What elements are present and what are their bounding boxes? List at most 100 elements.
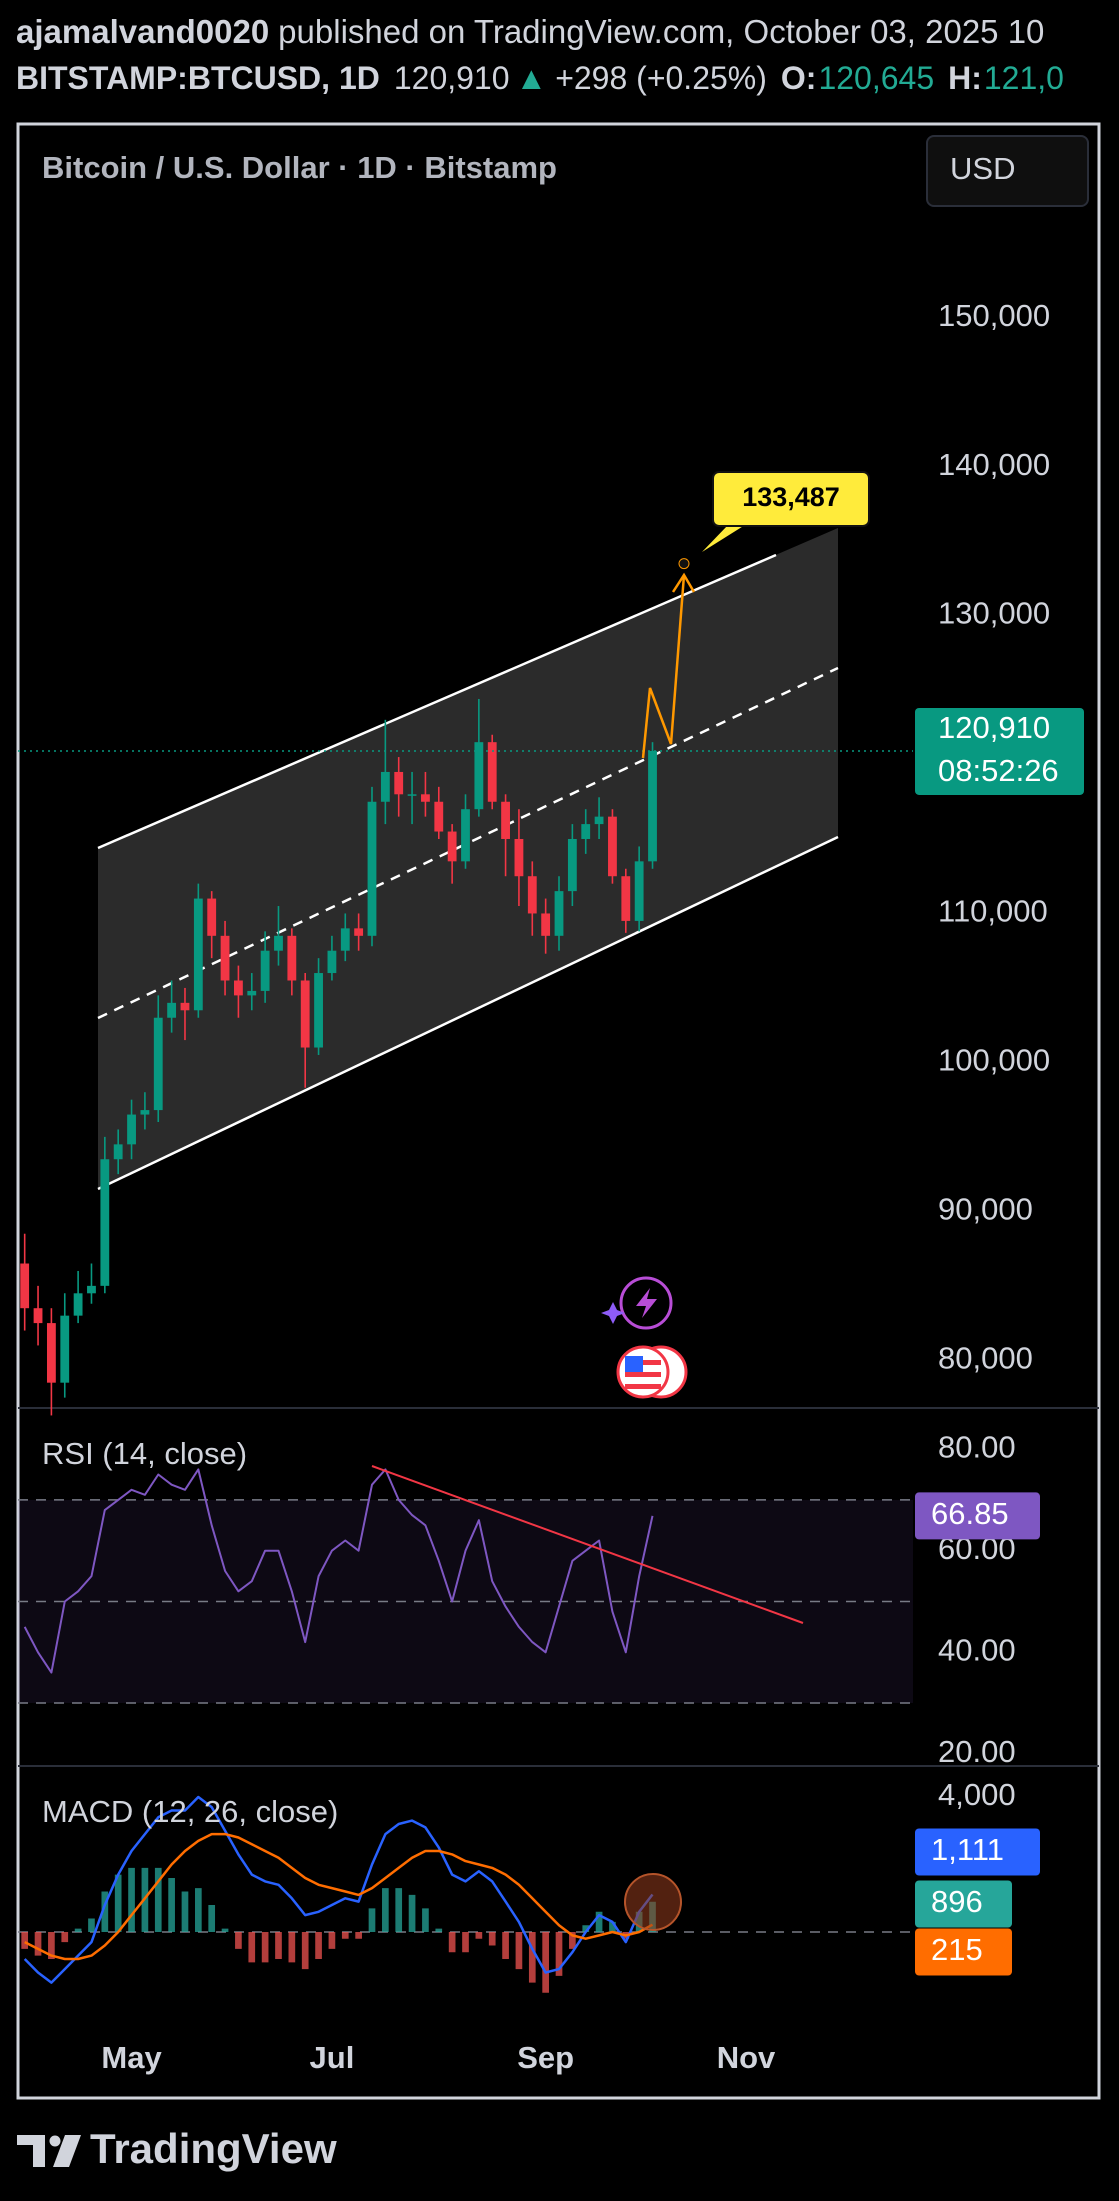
histogram-bar xyxy=(261,1931,269,1963)
histogram-bar xyxy=(21,1931,29,1949)
candle-body xyxy=(554,891,564,936)
histogram-bar xyxy=(462,1931,469,1953)
candle-body xyxy=(314,973,323,1048)
candle-body xyxy=(140,1110,150,1115)
countdown: 08:52:26 xyxy=(938,753,1059,788)
logo-part xyxy=(53,2135,81,2167)
signal-value-label-box xyxy=(915,1928,1012,1976)
rsi-value-label-box xyxy=(915,1492,1040,1540)
flag-stripe xyxy=(625,1372,661,1377)
header-line: ajamalvand0020 published on TradingView.c… xyxy=(16,13,1044,50)
last-price-label: 120,910 xyxy=(938,710,1050,745)
channel-lower xyxy=(97,835,839,1191)
candle-body xyxy=(487,742,497,802)
published: published on TradingView.com, October 03… xyxy=(278,13,1044,50)
candle-body xyxy=(113,1144,123,1160)
histogram-bar xyxy=(569,1931,576,1949)
candle-body xyxy=(367,801,377,936)
histogram-bar xyxy=(382,1888,389,1932)
logo-part xyxy=(49,2135,61,2147)
candle-body xyxy=(354,928,364,936)
y-tick-label: 110,000 xyxy=(938,894,1048,929)
candle-body xyxy=(167,1002,177,1018)
price-pane xyxy=(18,698,913,1416)
candle-body xyxy=(474,742,484,810)
candle-body xyxy=(20,1263,30,1309)
histogram-bar xyxy=(114,1874,122,1932)
candle-body xyxy=(514,838,524,877)
macd-line xyxy=(23,1795,654,1984)
histogram-value-label-box xyxy=(915,1880,1012,1928)
y-tick-label: 4,000 xyxy=(938,1777,1016,1812)
chart-title: Bitcoin / U.S. Dollar · 1D · Bitstamp xyxy=(42,150,557,185)
y-tick-label: 20.00 xyxy=(938,1734,1016,1769)
candle-body xyxy=(648,750,657,862)
candle-body xyxy=(274,935,283,951)
macd-value-label: 1,111 xyxy=(931,1832,1004,1867)
histogram-bar xyxy=(609,1921,616,1932)
y-tick-label: 80,000 xyxy=(938,1341,1033,1376)
y-tick-label: 80.00 xyxy=(938,1429,1016,1464)
candle-body xyxy=(567,838,577,892)
histogram-bar xyxy=(74,1928,82,1932)
candle-body xyxy=(260,950,270,991)
price: 120,910 xyxy=(394,60,510,96)
histogram-bar xyxy=(355,1931,362,1939)
histogram-bar xyxy=(275,1931,282,1959)
highlight-circle xyxy=(624,1873,682,1931)
histogram-bar xyxy=(595,1911,603,1932)
histogram-bar xyxy=(301,1931,309,1970)
logo-part xyxy=(33,2135,45,2167)
flag-stripe xyxy=(625,1384,661,1389)
x-tick-label: Jul xyxy=(310,2040,355,2075)
histogram-bar xyxy=(34,1931,42,1956)
open-value: 120,645 xyxy=(818,60,934,96)
target-label: 133,487 xyxy=(742,482,840,512)
histogram-bar xyxy=(542,1931,549,1993)
histogram-bar xyxy=(168,1878,175,1932)
histogram-bar xyxy=(515,1931,523,1970)
candle-body xyxy=(60,1315,70,1383)
macd-pane xyxy=(18,1795,913,1993)
brand: TradingView xyxy=(90,2125,337,2172)
candle-body xyxy=(87,1285,96,1294)
candle-body xyxy=(340,928,350,951)
histogram-bar xyxy=(48,1931,55,1959)
candle-body xyxy=(621,876,631,921)
change: +298 (+0.25%) xyxy=(555,60,767,96)
target-box xyxy=(712,471,870,527)
candle-body xyxy=(193,898,203,1011)
logo-part xyxy=(17,2135,45,2145)
candle-body xyxy=(527,876,537,914)
y-tick-label: 90,000 xyxy=(938,1192,1033,1227)
currency-button[interactable] xyxy=(926,135,1089,207)
candle-body xyxy=(634,861,644,921)
histogram-bar xyxy=(422,1908,429,1932)
candle-body xyxy=(46,1323,56,1383)
histogram-bar xyxy=(582,1925,590,1932)
candle-body xyxy=(180,1002,190,1011)
rsi-value-label: 66.85 xyxy=(931,1496,1009,1531)
candle-body xyxy=(33,1308,43,1324)
author: ajamalvand0020 xyxy=(16,13,269,50)
y-tick-label: 40.00 xyxy=(938,1632,1016,1667)
histogram-bar xyxy=(101,1891,109,1932)
candle-body xyxy=(287,935,297,981)
symbol: BITSTAMP:BTCUSD, 1D xyxy=(16,60,380,96)
event-icon[interactable] xyxy=(619,1276,673,1330)
y-tick-label: 140,000 xyxy=(938,447,1050,482)
histogram-bar xyxy=(194,1888,202,1932)
rsi-trendline xyxy=(371,1465,804,1624)
candle-body xyxy=(461,809,470,862)
candle-body xyxy=(247,990,257,996)
y-tick-label: 100,000 xyxy=(938,1043,1050,1078)
candle-body xyxy=(594,816,604,825)
histogram-bar xyxy=(475,1931,483,1939)
candle-body xyxy=(501,801,510,839)
candle-body xyxy=(581,824,591,839)
histogram-bar xyxy=(128,1867,135,1932)
candle-body xyxy=(407,794,417,796)
y-tick-label: 130,000 xyxy=(938,596,1050,631)
histogram-bar xyxy=(221,1928,229,1932)
